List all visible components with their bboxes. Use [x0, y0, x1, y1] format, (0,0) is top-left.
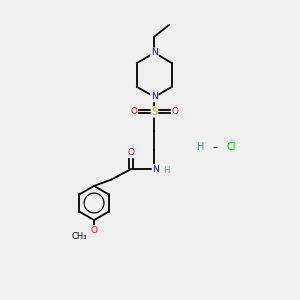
Text: Cl: Cl	[226, 142, 236, 152]
Text: O: O	[172, 107, 178, 116]
Text: N: N	[152, 165, 159, 174]
Text: O: O	[130, 107, 137, 116]
Text: S: S	[152, 107, 158, 117]
Text: H: H	[197, 142, 205, 152]
Text: –: –	[212, 142, 218, 152]
Text: N: N	[151, 92, 158, 101]
Text: CH₃: CH₃	[72, 232, 87, 241]
Text: O: O	[128, 148, 134, 158]
Text: N: N	[151, 48, 158, 57]
Text: H: H	[163, 166, 169, 175]
Text: O: O	[91, 226, 98, 235]
